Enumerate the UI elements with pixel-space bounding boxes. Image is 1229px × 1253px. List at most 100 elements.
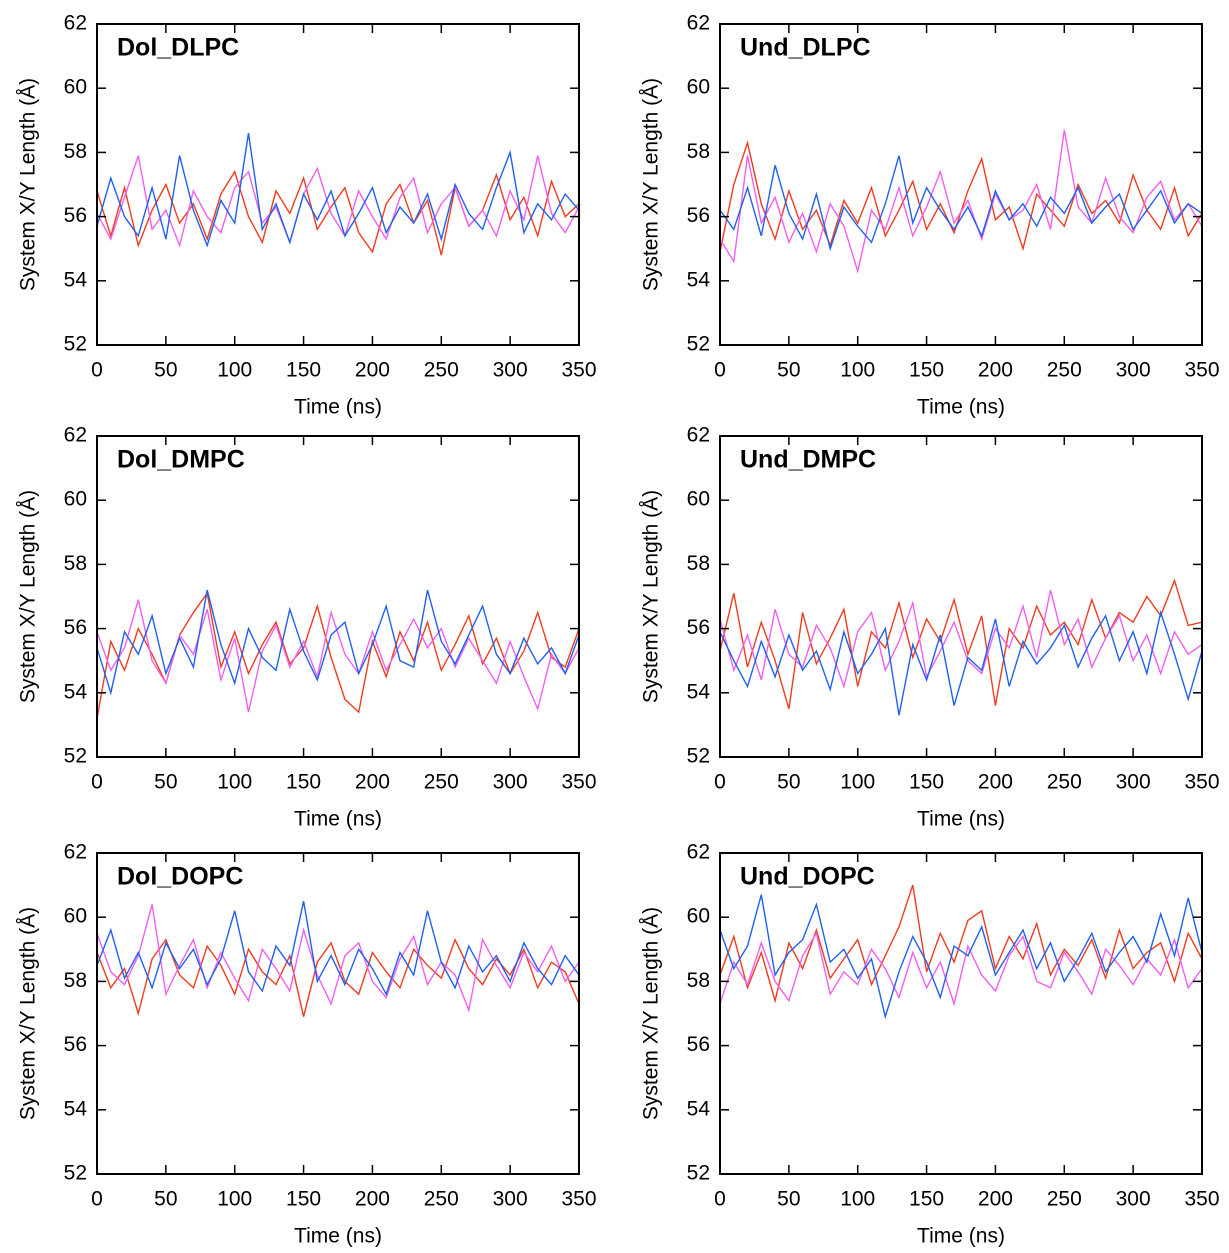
x-axis-label: Time (ns) — [294, 1225, 382, 1248]
x-tick-label: 0 — [714, 1188, 726, 1211]
series-line — [97, 599, 579, 713]
y-tick-label: 62 — [687, 12, 710, 35]
x-tick-label: 150 — [909, 771, 944, 794]
y-tick-label: 58 — [64, 969, 87, 992]
chart-title: Und_DOPC — [740, 863, 875, 891]
y-axis-label: System X/Y Length (Å) — [17, 907, 40, 1120]
x-tick-label: 0 — [91, 1188, 103, 1211]
series-line — [720, 894, 1202, 1020]
plot-area — [720, 884, 1202, 1020]
x-tick-label: 100 — [840, 1188, 875, 1211]
y-tick-label: 52 — [687, 333, 710, 356]
x-tick-label: 350 — [561, 359, 596, 382]
x-tick-label: 0 — [91, 771, 103, 794]
x-tick-label: 150 — [286, 771, 321, 794]
x-tick-label: 50 — [154, 1188, 177, 1211]
y-tick-label: 60 — [64, 76, 87, 99]
x-tick-label: 300 — [493, 771, 528, 794]
x-axis-label: Time (ns) — [917, 1225, 1005, 1248]
y-tick-label: 56 — [687, 204, 710, 227]
y-tick-label: 56 — [64, 616, 87, 639]
y-axis-label: System X/Y Length (Å) — [640, 907, 663, 1120]
series-line — [97, 155, 579, 248]
x-tick-label: 50 — [777, 359, 800, 382]
y-tick-label: 62 — [64, 12, 87, 35]
series-line — [720, 609, 1202, 716]
series-line — [720, 155, 1202, 252]
chart-title: Und_DMPC — [740, 446, 876, 474]
x-tick-label: 250 — [424, 359, 459, 382]
x-tick-label: 200 — [355, 771, 390, 794]
y-axis-label: System X/Y Length (Å) — [17, 490, 40, 703]
series-line — [720, 578, 1202, 710]
x-tick-label: 200 — [355, 1188, 390, 1211]
x-tick-label: 150 — [909, 1188, 944, 1211]
y-tick-label: 56 — [64, 204, 87, 227]
series-line — [97, 132, 579, 248]
y-tick-label: 58 — [687, 140, 710, 163]
y-tick-label: 62 — [687, 841, 710, 864]
y-axis-label: System X/Y Length (Å) — [640, 78, 663, 291]
series-line — [720, 884, 1202, 1004]
x-tick-label: 300 — [1116, 1188, 1151, 1211]
y-tick-label: 52 — [687, 745, 710, 768]
y-tick-label: 54 — [687, 1097, 711, 1120]
series-line — [97, 589, 579, 696]
x-tick-label: 250 — [1047, 1188, 1082, 1211]
plot-area — [720, 578, 1202, 716]
y-tick-label: 58 — [687, 552, 710, 575]
frame — [719, 435, 1203, 758]
x-tick-label: 250 — [424, 1188, 459, 1211]
y-tick-label: 54 — [687, 680, 711, 703]
x-tick-label: 250 — [424, 771, 459, 794]
x-tick-label: 100 — [217, 771, 252, 794]
chart-title: Und_DLPC — [740, 34, 871, 62]
x-axis-label: Time (ns) — [917, 396, 1005, 419]
chart-title: Dol_DOPC — [117, 863, 243, 891]
y-tick-label: 60 — [687, 905, 710, 928]
panel: 0 50 100 150 200 250 300 350 52 54 56 58 60 62 Und_DMP… — [640, 424, 1220, 831]
y-tick-label: 60 — [687, 488, 710, 511]
x-tick-label: 200 — [978, 771, 1013, 794]
x-tick-label: 50 — [777, 1188, 800, 1211]
panel: 0 50 100 150 200 250 300 350 52 54 56 58 60 62 Und_DOP… — [640, 841, 1220, 1248]
x-tick-label: 350 — [561, 1188, 596, 1211]
y-tick-label: 54 — [64, 1097, 88, 1120]
plot-area — [97, 132, 579, 256]
x-tick-label: 300 — [493, 359, 528, 382]
series-line — [720, 931, 1202, 1007]
panel: 0 50 100 150 200 250 300 350 52 54 56 58 60 62 Dol_DLP… — [17, 12, 597, 419]
x-axis-label: Time (ns) — [294, 396, 382, 419]
y-tick-label: 62 — [64, 424, 87, 447]
x-tick-label: 50 — [154, 771, 177, 794]
y-tick-label: 58 — [687, 969, 710, 992]
panel: 0 50 100 150 200 250 300 350 52 54 56 58 60 62 Dol_DMP… — [17, 424, 597, 831]
x-tick-label: 150 — [286, 359, 321, 382]
x-tick-label: 350 — [1184, 359, 1219, 382]
x-tick-label: 50 — [154, 359, 177, 382]
y-tick-label: 54 — [687, 268, 711, 291]
x-tick-label: 100 — [217, 359, 252, 382]
x-tick-label: 150 — [909, 359, 944, 382]
x-axis-label: Time (ns) — [917, 808, 1005, 831]
series-line — [97, 591, 579, 719]
y-tick-label: 58 — [64, 552, 87, 575]
y-tick-label: 54 — [64, 680, 88, 703]
x-tick-label: 350 — [561, 771, 596, 794]
y-tick-label: 60 — [64, 905, 87, 928]
plot-area — [97, 589, 579, 719]
y-axis-label: System X/Y Length (Å) — [640, 490, 663, 703]
y-tick-label: 56 — [687, 616, 710, 639]
x-tick-label: 250 — [1047, 771, 1082, 794]
series-line — [97, 901, 579, 996]
chart-title: Dol_DMPC — [117, 446, 245, 474]
y-tick-label: 52 — [64, 333, 87, 356]
x-tick-label: 0 — [714, 359, 726, 382]
y-tick-label: 52 — [64, 1162, 87, 1185]
x-tick-label: 200 — [978, 359, 1013, 382]
y-tick-label: 60 — [64, 488, 87, 511]
x-tick-label: 50 — [777, 771, 800, 794]
series-line — [97, 904, 579, 1013]
frame — [719, 23, 1203, 346]
